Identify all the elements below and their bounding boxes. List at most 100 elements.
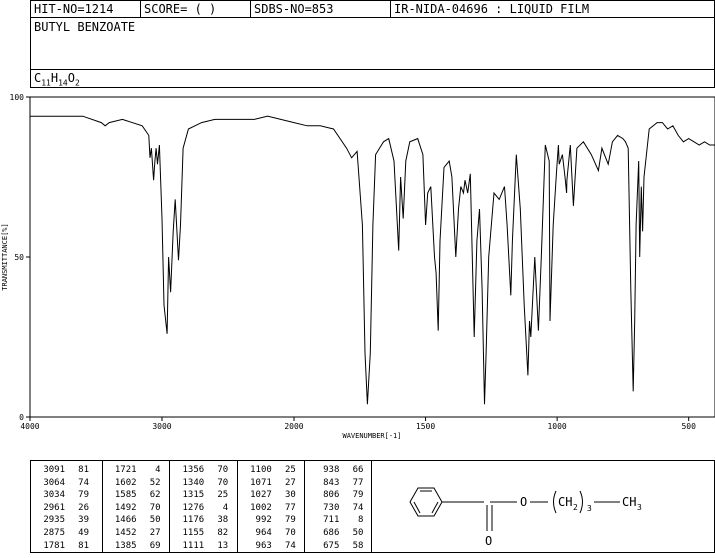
peak-transmittance: 58 xyxy=(352,540,364,551)
compound-name: BUTYL BENZOATE xyxy=(34,20,136,34)
peak-transmittance: 49 xyxy=(78,527,89,538)
peak-wavenumber: 1492 xyxy=(114,502,137,513)
peak-transmittance: 4 xyxy=(155,465,161,475)
peak-transmittance: 25 xyxy=(284,465,296,475)
peak-row: 1002 77 xyxy=(238,502,305,515)
y-tick-label: 0 xyxy=(19,413,24,422)
peak-table: 3091 81 3064 74 3034 79 2961 26 2935 39 2875 49 1781… xyxy=(30,460,372,553)
peak-row: 686 50 xyxy=(305,527,371,540)
peak-row: 711 8 xyxy=(305,514,371,527)
peak-wavenumber: 686 xyxy=(323,527,340,538)
peak-row: 938 66 xyxy=(305,464,371,477)
x-tick-label: 1500 xyxy=(416,422,435,431)
peak-column: 1100 25 1071 27 1027 30 1002 77 992 79 964 70 963 74 xyxy=(238,461,306,552)
methylene-group: CH xyxy=(558,495,572,509)
peak-transmittance: 69 xyxy=(149,540,161,551)
peak-transmittance: 52 xyxy=(149,477,161,488)
peak-row: 2935 39 xyxy=(31,514,102,527)
header-box: HIT-NO=1214 SCORE= ( ) SDBS-NO=853 IR-NI… xyxy=(30,0,715,70)
peak-transmittance: 27 xyxy=(284,477,296,488)
peak-wavenumber: 1721 xyxy=(114,465,137,475)
peak-row: 1781 81 xyxy=(31,540,102,553)
peak-row: 3091 81 xyxy=(31,464,102,477)
peak-transmittance: 79 xyxy=(284,515,296,526)
peak-row: 1721 4 xyxy=(103,464,170,477)
peak-row: 1340 70 xyxy=(170,477,237,490)
peak-row: 1452 27 xyxy=(103,527,170,540)
peak-row: 1100 25 xyxy=(238,464,305,477)
x-tick-label: 3000 xyxy=(152,422,171,431)
peak-column: 1356 70 1340 70 1315 25 1276 4 1176 38 1155 82 1111 1… xyxy=(170,461,238,552)
ir-spectrum-chart: 0 50 100 4000 3000 2000 1500 1000 500 WAVENUMBE… xyxy=(1,93,715,440)
peak-row: 3034 79 xyxy=(31,489,102,502)
methylene-subscript: 2 xyxy=(573,503,578,512)
peak-transmittance: 81 xyxy=(78,540,89,551)
peak-row: 1492 70 xyxy=(103,502,170,515)
peak-wavenumber: 1100 xyxy=(250,465,272,475)
peak-transmittance: 70 xyxy=(217,465,229,475)
structure-box: O O CH 2 3 CH 3 xyxy=(372,460,715,553)
peak-wavenumber: 963 xyxy=(255,540,272,551)
benzene-ring xyxy=(409,487,443,517)
peak-row: 963 74 xyxy=(238,540,305,553)
peak-wavenumber: 1276 xyxy=(182,502,205,513)
peak-row: 992 79 xyxy=(238,514,305,527)
peak-wavenumber: 1385 xyxy=(114,540,137,551)
peak-transmittance: 74 xyxy=(352,502,364,513)
peak-wavenumber: 1466 xyxy=(114,515,137,526)
peak-wavenumber: 964 xyxy=(255,527,272,538)
sdbs-no: SDBS-NO=853 xyxy=(251,1,391,17)
peak-wavenumber: 1002 xyxy=(250,502,272,513)
peak-transmittance: 70 xyxy=(284,527,296,538)
peak-row: 2875 49 xyxy=(31,527,102,540)
peak-row: 1585 62 xyxy=(103,489,170,502)
peak-wavenumber: 3064 xyxy=(43,477,65,488)
peak-row: 1385 69 xyxy=(103,540,170,553)
terminal-methyl-subscript: 3 xyxy=(637,503,642,512)
peak-wavenumber: 938 xyxy=(323,465,340,475)
y-axis-label: TRANSMITTANCE[%] xyxy=(1,223,9,290)
y-tick-label: 50 xyxy=(14,253,24,262)
x-tick-label: 2000 xyxy=(284,422,303,431)
spectrum-line xyxy=(30,115,715,405)
peak-wavenumber: 1111 xyxy=(182,540,205,551)
peak-wavenumber: 1602 xyxy=(114,477,137,488)
left-paren xyxy=(553,490,557,514)
peak-wavenumber: 1027 xyxy=(250,490,272,501)
peak-wavenumber: 2935 xyxy=(43,515,65,526)
peak-wavenumber: 1452 xyxy=(114,527,137,538)
ir-info: IR-NIDA-04696 : LIQUID FILM xyxy=(394,2,590,16)
peak-row: 2961 26 xyxy=(31,502,102,515)
peak-column: 1721 4 1602 52 1585 62 1492 70 1466 50 1452 27 1385 6… xyxy=(103,461,171,552)
peak-row: 675 58 xyxy=(305,540,371,553)
header-row: HIT-NO=1214 SCORE= ( ) SDBS-NO=853 IR-NI… xyxy=(31,1,714,18)
peak-wavenumber: 1340 xyxy=(182,477,205,488)
carbonyl-oxygen: O xyxy=(485,534,492,548)
ester-oxygen: O xyxy=(520,495,527,509)
peak-wavenumber: 2961 xyxy=(43,502,65,513)
peak-transmittance: 74 xyxy=(284,540,296,551)
peak-transmittance: 74 xyxy=(78,477,89,488)
x-axis-label: WAVENUMBER[-1] xyxy=(342,432,401,440)
score: SCORE= ( ) xyxy=(141,1,251,17)
peak-transmittance: 13 xyxy=(217,540,229,551)
peak-transmittance: 77 xyxy=(284,502,296,513)
peak-transmittance: 50 xyxy=(149,515,161,526)
x-tick-label: 1000 xyxy=(547,422,566,431)
peak-row: 3064 74 xyxy=(31,477,102,490)
right-paren xyxy=(579,490,583,514)
peak-wavenumber: 1176 xyxy=(182,515,205,526)
peak-wavenumber: 3091 xyxy=(43,465,65,475)
peak-row: 1602 52 xyxy=(103,477,170,490)
peak-row: 1155 82 xyxy=(170,527,237,540)
peak-transmittance: 8 xyxy=(357,515,364,526)
peak-transmittance: 4 xyxy=(222,502,229,513)
repeat-count: 3 xyxy=(587,504,592,513)
peak-transmittance: 79 xyxy=(352,490,364,501)
peak-row: 1356 70 xyxy=(170,464,237,477)
peak-transmittance: 81 xyxy=(78,465,89,475)
peak-wavenumber: 675 xyxy=(323,540,340,551)
peak-row: 1111 13 xyxy=(170,540,237,553)
peak-transmittance: 25 xyxy=(217,490,229,501)
peak-row: 1276 4 xyxy=(170,502,237,515)
